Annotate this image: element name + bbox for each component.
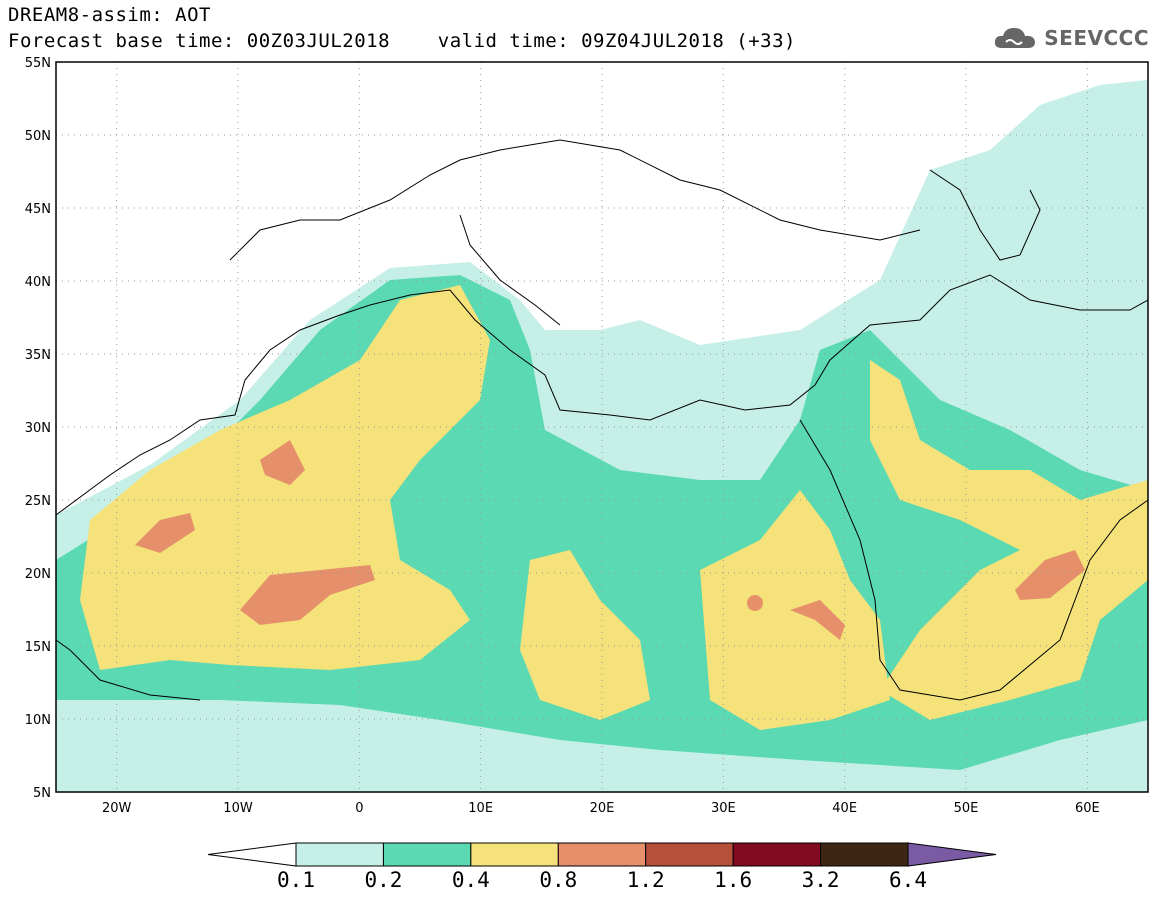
lat-tick-label: 20N (25, 567, 51, 582)
colorbar (207, 842, 997, 867)
aot-field (56, 80, 1148, 792)
colorbar-swatch (732, 842, 822, 867)
lat-tick-label: 25N (25, 494, 51, 509)
colorbar-swatch (470, 842, 559, 867)
aot-band-0.8 (790, 600, 845, 640)
aot-band-0.4 (520, 550, 650, 720)
colorbar-swatch (557, 842, 647, 867)
aot-band-0.8 (135, 513, 195, 553)
colorbar-label: 0.4 (451, 868, 490, 892)
lat-tick-label: 35N (25, 348, 51, 363)
map-gridlines (56, 62, 1148, 792)
aot-band-0.8 (747, 595, 763, 611)
lon-tick-label: 20E (590, 801, 615, 816)
colorbar-label: 1.6 (714, 868, 753, 892)
lon-tick-label: 50E (954, 801, 979, 816)
forecast-time-line: Forecast base time: 00Z03JUL2018 valid t… (8, 30, 796, 52)
lat-tick-label: 45N (25, 202, 51, 217)
aot-band-0.8 (260, 440, 305, 485)
lon-tick-label: 20W (102, 801, 132, 816)
colorbar-swatch (645, 842, 734, 867)
map-frame (55, 61, 1149, 793)
lon-tick-label: 0 (355, 801, 363, 816)
lon-tick-label: 40E (832, 801, 857, 816)
colorbar-label: 6.4 (889, 868, 927, 892)
colorbar-swatch (295, 842, 384, 867)
lat-tick-label: 10N (25, 713, 51, 728)
colorbar-under-arrow (207, 842, 297, 867)
lat-tick-label: 55N (25, 56, 51, 71)
lat-tick-label: 50N (25, 129, 51, 144)
coastlines (56, 139, 1148, 701)
logo-text: SEEVCCC (1044, 26, 1149, 50)
lon-tick-label: 60E (1075, 801, 1100, 816)
lat-tick-label: 40N (25, 275, 51, 290)
lat-tick-label: 15N (25, 640, 51, 655)
colorbar-label: 0.1 (277, 868, 315, 892)
colorbar-over-arrow (907, 842, 997, 867)
colorbar-label: 1.2 (626, 868, 665, 892)
aot-band-0.4 (870, 360, 1148, 720)
colorbar-label: 0.2 (364, 868, 403, 892)
longitude-axis: 20W 10W 0 10E 20E 30E 40E 50E 60E (102, 801, 1100, 816)
colorbar-label: 3.2 (801, 868, 840, 892)
aot-band-0.8 (1015, 550, 1085, 600)
lat-tick-label: 30N (25, 421, 51, 436)
seevccc-logo: SEEVCCC (992, 24, 1149, 52)
aot-band-0.8 (240, 565, 375, 625)
map-title: DREAM8-assim: AOT (8, 4, 211, 26)
cloud-icon (995, 28, 1036, 48)
colorbar-swatch (820, 842, 909, 867)
lon-tick-label: 10W (223, 801, 253, 816)
lon-tick-label: 30E (711, 801, 736, 816)
colorbar-swatch (382, 842, 472, 867)
latitude-axis: 55N 50N 45N 40N 35N 30N 25N 20N 15N 10N 5N (25, 56, 51, 801)
lon-tick-label: 10E (468, 801, 493, 816)
colorbar-label: 0.8 (539, 868, 578, 892)
lat-tick-label: 5N (33, 786, 51, 801)
